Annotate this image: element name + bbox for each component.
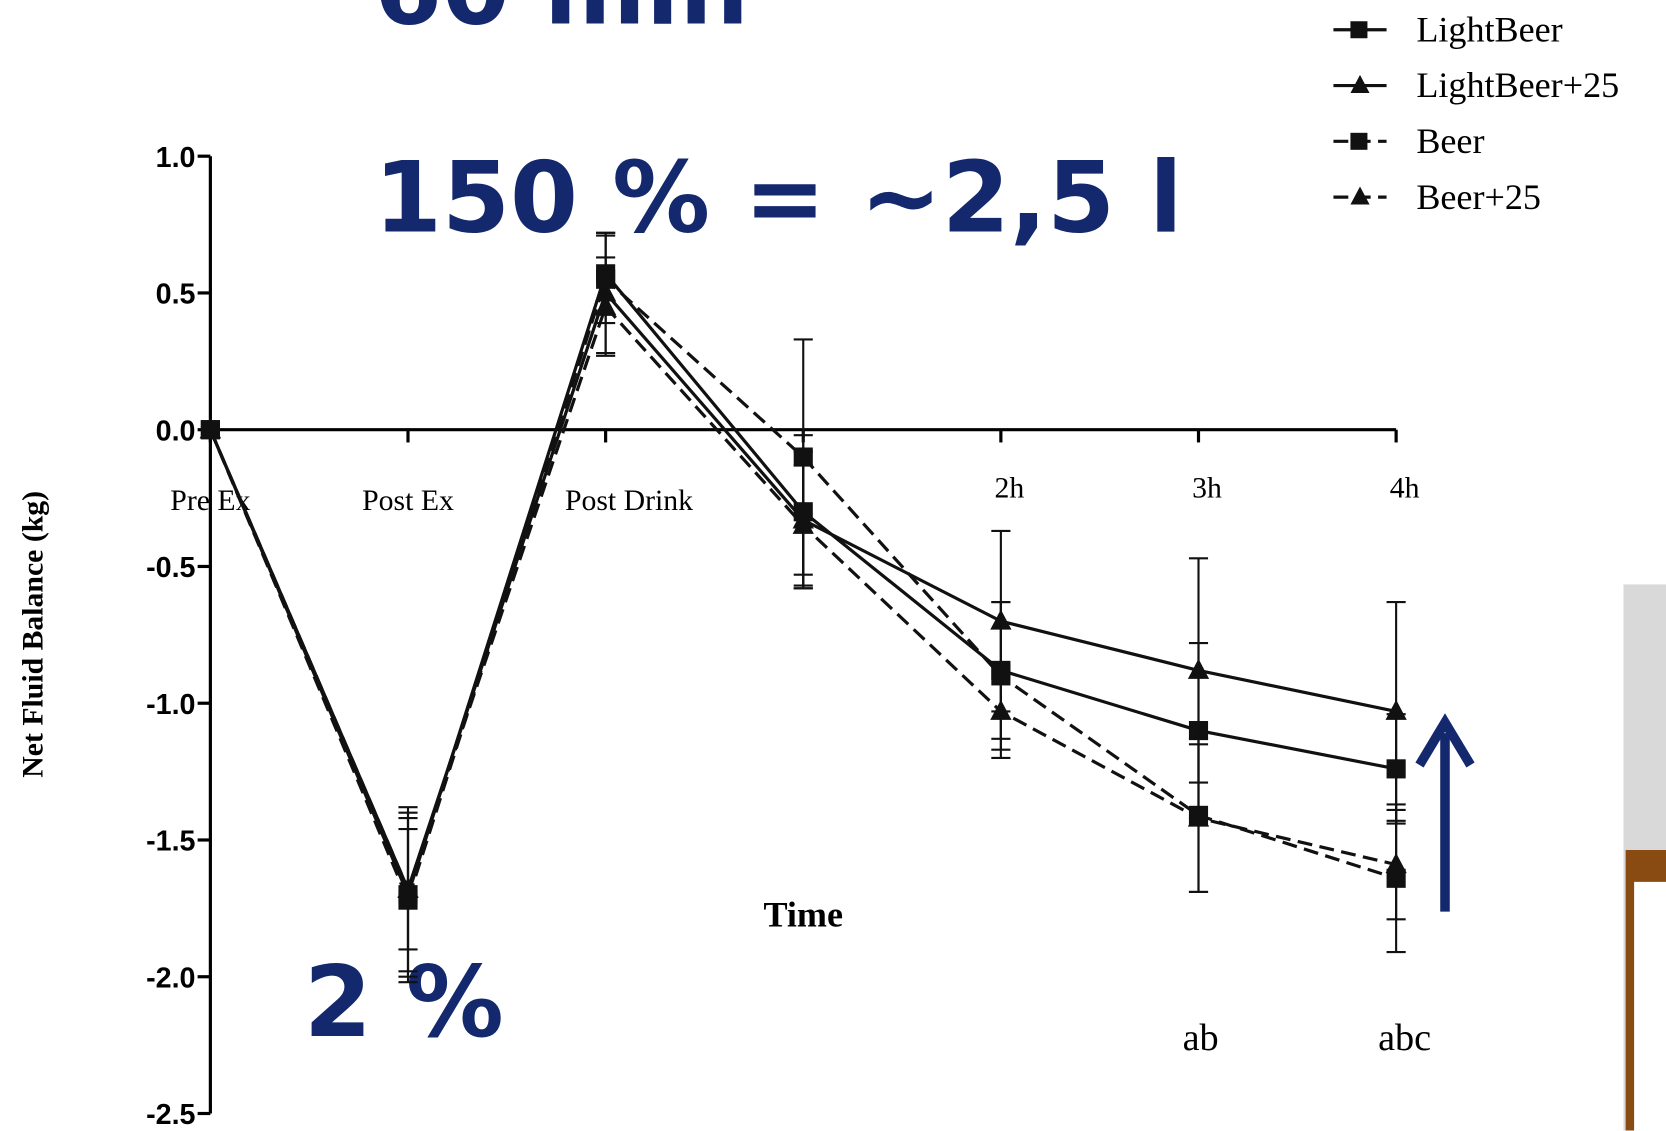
legend-label: LightBeer	[1416, 9, 1562, 49]
annotation: 60 min	[374, 0, 749, 47]
x-tick-label: 3h	[1192, 471, 1222, 504]
x-tick-label: 2h	[995, 471, 1025, 504]
legend-label: Beer	[1416, 121, 1484, 161]
bottle-label	[1634, 882, 1666, 1131]
significance-label: abc	[1378, 1017, 1431, 1059]
y-axis-title: Net Fluid Balance (kg)	[17, 491, 50, 778]
x-tick-label: Post Drink	[565, 484, 693, 517]
y-tick-label: 1.0	[156, 142, 196, 174]
significance-label: ab	[1183, 1017, 1219, 1059]
chart: 60 min 150 % = ~2,5 l 2 % Time Net Fluid…	[17, 0, 1666, 1131]
annotation: 150 % = ~2,5 l	[374, 142, 1183, 256]
legend-label: Beer+25	[1416, 177, 1541, 217]
y-tick-label: -1.0	[146, 689, 195, 721]
x-tick-label: 4h	[1390, 471, 1420, 504]
x-axis-title: Time	[763, 895, 843, 935]
y-tick-label: 0.5	[156, 279, 196, 311]
y-tick-label: -1.5	[146, 826, 195, 858]
legend-label: LightBeer+25	[1416, 65, 1619, 105]
legend-marker	[1350, 21, 1367, 38]
slide: 60 min 150 % = ~2,5 l 2 % Time Net Fluid…	[0, 0, 1666, 1131]
y-tick-label: -0.5	[146, 552, 195, 584]
y-tick-label: 0.0	[156, 415, 196, 447]
marker	[794, 447, 813, 466]
legend-marker	[1350, 133, 1367, 150]
y-tick-label: -2.5	[146, 1099, 195, 1131]
marker	[990, 700, 1011, 720]
x-tick-label: Post Ex	[362, 484, 454, 517]
y-tick-label: -2.0	[146, 962, 195, 994]
annotation: 2 %	[304, 946, 504, 1060]
